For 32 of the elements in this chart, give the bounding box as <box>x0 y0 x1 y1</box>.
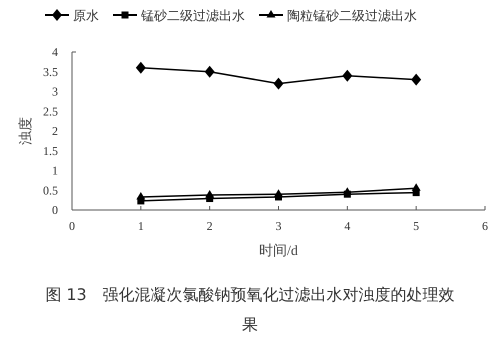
point <box>136 192 146 200</box>
point <box>411 74 422 86</box>
y-tick-label: 1 <box>52 164 58 178</box>
y-tick-label: 1.5 <box>43 144 58 158</box>
point <box>205 190 214 198</box>
y-tick-label: 0.5 <box>43 183 58 198</box>
point <box>274 189 283 197</box>
point <box>342 70 352 82</box>
legend-label: 原水 <box>73 8 99 23</box>
point <box>342 187 352 195</box>
text: 图 13 强化混凝次氯酸钠预氧化过滤出水对浊度的处理效果 <box>45 284 455 336</box>
x-tick-label: 3 <box>276 219 282 233</box>
y-tick-label: 0 <box>52 203 58 217</box>
y-tick-label: 2 <box>52 124 58 138</box>
x-tick-label: 0 <box>69 219 75 233</box>
x-tick-label: 2 <box>206 219 213 233</box>
x-tick-label: 1 <box>138 219 144 233</box>
legend-label: 陶粒锰砂二级过滤出水 <box>287 8 417 23</box>
x-tick-label: 6 <box>482 219 488 233</box>
point <box>412 183 421 191</box>
y-tick-label: 3 <box>52 84 58 98</box>
x-tick-label: 4 <box>344 219 350 233</box>
point <box>136 62 146 74</box>
y-tick-label: 2.5 <box>43 104 58 118</box>
y-axis-title: 浊度 <box>18 117 34 145</box>
y-tick-label: 3.5 <box>43 64 58 79</box>
point <box>274 78 284 90</box>
y-tick-label: 4 <box>52 45 58 59</box>
x-axis-title: 时间/d <box>259 243 298 259</box>
x-tick-label: 5 <box>413 219 420 233</box>
legend-label: 锰砂二级过滤出水 <box>140 8 245 23</box>
point <box>204 66 215 78</box>
